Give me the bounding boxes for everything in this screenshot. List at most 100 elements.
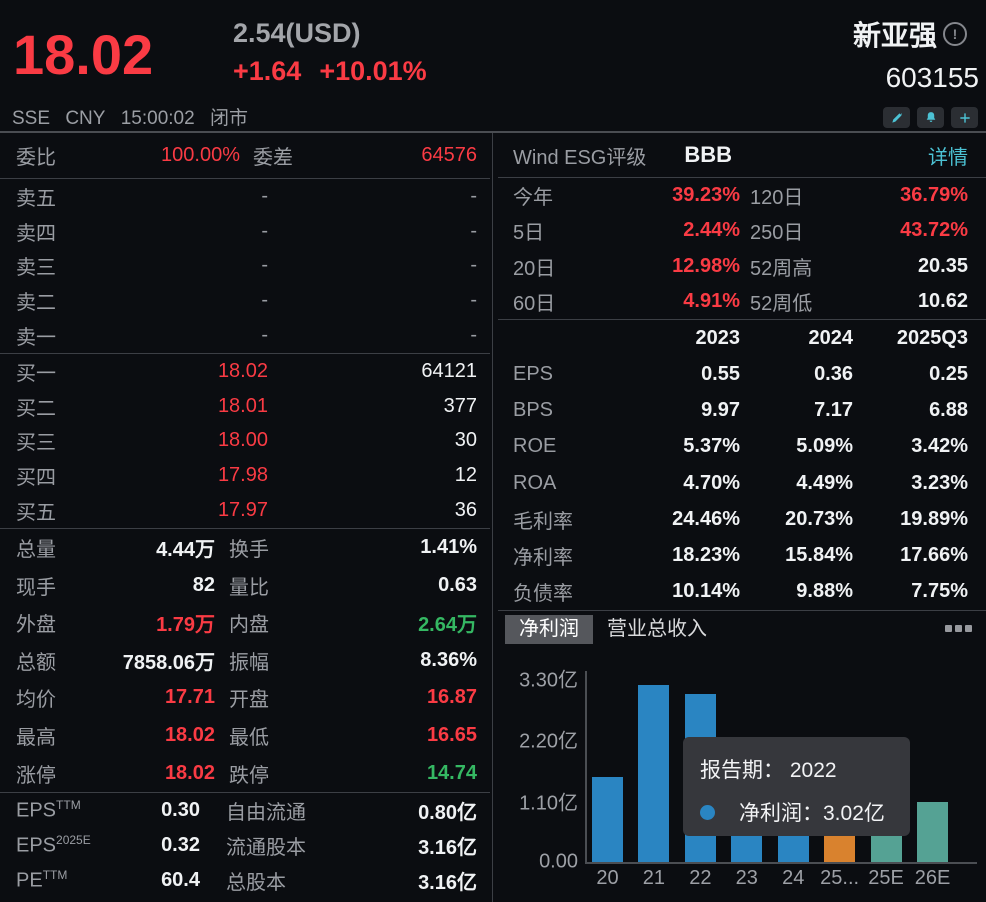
perf-value: 36.79% [900,184,968,207]
ellipsis-menu-icon[interactable] [945,625,972,632]
x-axis-tick-label: 20 [596,867,619,889]
stat-label: 总量 [16,539,56,562]
ask-row: 卖三 - - [0,249,490,284]
financials-row: 净利率 18.23% 15.84% 17.66% [498,538,986,574]
valuation-label-superscript: TTM [56,797,81,812]
market-status: 闭市 [209,108,248,129]
financials-row: EPS 0.55 0.36 0.25 [498,356,986,392]
stock-name: 新亚强 [852,20,937,51]
financials-cell: 0.55 [701,362,740,385]
bid-price[interactable]: 17.97 [217,499,268,522]
ask-level-label: 卖二 [16,292,56,315]
financials-cell: 5.37% [683,435,740,458]
tooltip-series-value: 3.02亿 [823,802,885,825]
stat-value: 1.79万 [156,614,215,637]
financials-row-label: 净利率 [513,547,573,570]
stat-value: 16.87 [426,686,477,709]
perf-value: 4.91% [683,289,740,312]
stat-value: 18.02 [164,761,215,784]
bid-volume: 64121 [421,359,477,382]
stat-value: 4.44万 [156,539,215,562]
performance-section: 今年 39.23% 120日 36.79% 5日 2.44% 250日 43.72% 20日 12… [498,178,986,320]
change-abs: +1.64 [233,56,302,86]
alert-bell-icon [926,111,935,122]
stat-value: 14.74 [426,761,477,784]
ask-price: - [261,184,268,207]
stat-row: 总额 7858.06万 振幅 8.36% [0,642,490,680]
stat-value: 17.71 [164,686,215,709]
stat-row: 涨停 18.02 跌停 14.74 [0,754,490,792]
alert-bell-button[interactable] [917,107,944,128]
tooltip-period-label: 报告期： [700,759,784,782]
valuation-label-superscript: TTM [42,867,68,882]
add-plus-button[interactable] [951,107,978,128]
valuation-row: EPS2025E 0.32 流通股本 3.16亿 [0,828,490,863]
valuation-section: EPSTTM 0.30 自由流通 0.80亿 EPS2025E 0.32 流通股本 3.16亿… [0,793,490,898]
stat-label: 内盘 [229,614,269,637]
ask-price: - [261,219,268,242]
bid-price[interactable]: 18.01 [217,394,268,417]
financials-cell: 18.23% [672,544,740,567]
stat-value: 2.64万 [418,614,477,637]
valuation-label: 自由流通 [226,801,306,824]
edit-pencil-button[interactable] [883,107,910,128]
tab-net-profit[interactable]: 净利润 [505,615,593,644]
financials-row-label: EPS [513,362,554,385]
stat-value: 18.02 [164,723,215,746]
valuation-row: EPSTTM 0.30 自由流通 0.80亿 [0,793,490,828]
header-divider [0,131,986,133]
tooltip-series-label: 净利润： [739,802,823,825]
ask-price: - [261,324,268,347]
financials-cell: 7.75% [911,580,968,603]
perf-label: 52周高 [750,257,813,280]
info-circle-icon[interactable]: ! [943,22,967,46]
chart-bar[interactable] [592,777,623,862]
perf-label: 20日 [513,257,556,280]
stat-label: 均价 [16,689,56,712]
performance-row: 今年 39.23% 120日 36.79% [498,178,986,213]
bid-row: 买四 17.98 12 [0,458,490,493]
chart-tab-bar: 净利润 营业总收入 [498,611,986,648]
perf-value: 39.23% [672,184,740,207]
perf-value: 2.44% [683,219,740,242]
perf-value: 10.62 [917,289,968,312]
stat-label: 总额 [16,651,56,674]
stat-label: 振幅 [229,651,269,674]
financials-cell: 19.89% [900,507,968,530]
bid-price[interactable]: 18.00 [217,429,268,452]
chart-tooltip: 报告期： 2022 净利润： 3.02亿 [683,737,910,836]
analytics-panel: Wind ESG评级 BBB 详情 今年 39.23% 120日 36.79% 5日 2.… [498,133,986,648]
chart-bar[interactable] [638,685,670,862]
x-axis-tick-label: 25... [820,867,860,889]
perf-value: 20.35 [917,254,968,277]
stat-value: 1.41% [420,536,477,559]
valuation-value: 0.80亿 [418,801,477,824]
stat-value: 16.65 [426,723,477,746]
bid-price[interactable]: 18.02 [217,359,268,382]
perf-value: 12.98% [672,254,740,277]
tab-total-revenue[interactable]: 营业总收入 [607,618,707,640]
quote-time: 15:00:02 [120,108,195,129]
ask-level-label: 卖三 [16,257,56,280]
bid-price[interactable]: 17.98 [217,464,268,487]
financials-cell: 9.97 [701,399,740,422]
stat-value: 8.36% [420,648,477,671]
financials-column-header: 2025Q3 [896,326,968,349]
financials-cell: 7.17 [814,399,853,422]
bid-level-label: 买一 [16,362,56,385]
financials-cell: 24.46% [672,507,740,530]
chart-bar[interactable] [917,802,948,862]
weicha-label: 委差 [253,147,293,169]
stat-row: 总量 4.44万 换手 1.41% [0,529,490,567]
esg-details-link[interactable]: 详情 [928,146,968,169]
bid-row: 买三 18.00 30 [0,424,490,459]
tooltip-period-value: 2022 [789,759,837,782]
stat-label: 涨停 [16,764,56,787]
ask-price: - [261,289,268,312]
usd-price: 2.54(USD) [233,18,361,48]
bid-volume: 12 [454,464,477,487]
series-marker-dot [700,804,715,820]
weibi-section: 委比 100.00% 委差 64576 [0,133,490,179]
stat-value: 7858.06万 [122,651,215,674]
bid-levels-section: 买一 18.02 64121 买二 18.01 377 买三 18.00 30 买四 17.98 12… [0,354,490,529]
